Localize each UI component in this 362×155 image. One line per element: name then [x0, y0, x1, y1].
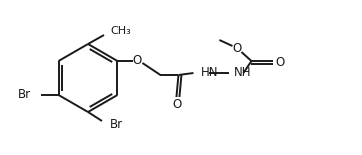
- Text: O: O: [133, 55, 142, 67]
- Text: O: O: [233, 42, 242, 55]
- Text: CH₃: CH₃: [110, 26, 131, 36]
- Text: NH: NH: [233, 66, 251, 78]
- Text: O: O: [173, 97, 182, 111]
- Text: HN: HN: [201, 66, 218, 78]
- Text: Br: Br: [17, 89, 30, 102]
- Text: Br: Br: [110, 117, 123, 131]
- Text: O: O: [276, 55, 285, 69]
